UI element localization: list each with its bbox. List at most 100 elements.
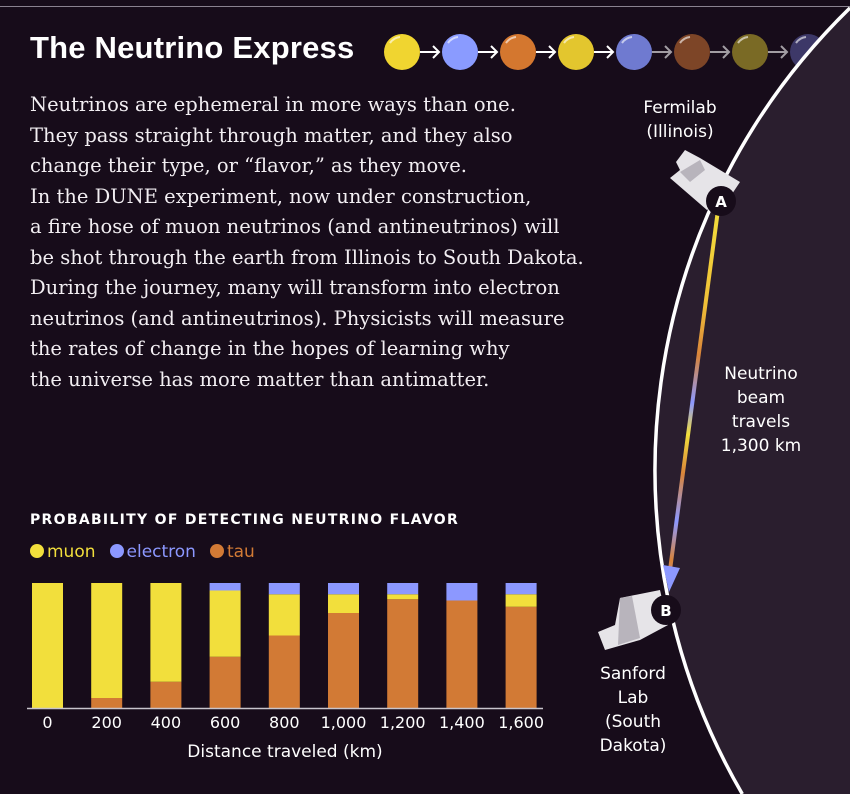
bar-electron-1,400 (446, 583, 478, 601)
sanford-detector-icon (598, 590, 668, 650)
neutrino-beam (668, 209, 720, 571)
ball-highlight (505, 36, 517, 44)
label-line: beam (736, 388, 786, 408)
bar-electron-1,000 (328, 583, 359, 595)
neutrino-ball-icon (558, 34, 594, 70)
x-tick-label: 1,600 (498, 713, 544, 732)
label-line: Lab (617, 688, 649, 708)
bar-tau-800 (268, 635, 300, 708)
body-line: the universe has more matter than antima… (30, 367, 490, 391)
ball-highlight (389, 36, 401, 44)
bar-tau-200 (91, 698, 123, 708)
neutrino-ball-icon (616, 34, 652, 70)
body-line: Neutrinos are ephemeral in more ways tha… (30, 93, 516, 116)
x-tick-label: 1,400 (439, 713, 485, 732)
bar-electron-800 (268, 583, 300, 595)
label-line: travels (731, 412, 791, 432)
neutrino-ball-icon (674, 34, 710, 70)
body-line: be shot through the earth from Illinois … (30, 245, 584, 269)
label-line: (South (604, 712, 662, 732)
arrow-right-icon (652, 45, 673, 59)
bar-muon-800 (268, 594, 300, 636)
bar-tau-1,600 (505, 606, 537, 708)
label-line: Dakota) (599, 736, 667, 756)
x-tick-label: 0 (42, 713, 52, 732)
bar-muon-400 (150, 583, 182, 682)
bar-electron-600 (209, 583, 241, 591)
arrow-right-icon (536, 45, 557, 59)
x-tick-label: 800 (269, 713, 300, 732)
point-b-label: B (660, 602, 671, 620)
arrow-right-icon (478, 45, 499, 59)
bar-tau-400 (150, 681, 182, 708)
bar-tau-600 (209, 656, 241, 708)
flavor-chain (384, 34, 850, 70)
bar-muon-0 (32, 583, 63, 708)
label-line: 1,300 km (720, 436, 802, 456)
label-line: Sanford (600, 664, 666, 684)
body-line: neutrinos (and antineutrinos). Physicist… (30, 306, 565, 330)
legend-swatch (109, 544, 124, 558)
sanford-label: Sanford Lab (South Dakota) (583, 662, 683, 758)
ball-highlight (447, 36, 459, 44)
arrow-right-icon (420, 45, 441, 59)
page-title: The Neutrino Express (30, 30, 355, 65)
label-line: Fermilab (643, 98, 717, 118)
neutrino-ball-icon (500, 34, 536, 70)
label-line: Neutrino (724, 364, 798, 384)
point-a-marker (706, 186, 736, 216)
body-line: In the DUNE experiment, now under constr… (30, 184, 532, 208)
neutrino-ball-icon (384, 34, 420, 70)
x-tick-label: 600 (210, 713, 241, 732)
legend-item-muon: muon (30, 542, 96, 562)
legend-label: tau (226, 542, 255, 562)
legend-swatch (209, 544, 224, 558)
x-tick-label: 200 (91, 713, 122, 732)
bar-muon-600 (209, 590, 241, 657)
bar-tau-1,400 (446, 600, 478, 708)
bar-muon-1,600 (505, 594, 537, 607)
earth-outline (653, 6, 850, 794)
point-b-marker (651, 595, 681, 625)
bar-tau-1,200 (387, 599, 419, 708)
bar-tau-1,000 (328, 613, 359, 708)
arrow-right-icon (768, 45, 789, 59)
top-divider (0, 6, 850, 7)
arrow-right-icon (594, 45, 615, 59)
body-line: the rates of change in the hopes of lear… (30, 337, 510, 360)
x-axis-label: Distance traveled (km) (187, 742, 382, 760)
x-tick-label: 1,000 (321, 713, 367, 732)
body-line: During the journey, many will transform … (30, 276, 560, 299)
legend-label: electron (126, 542, 196, 562)
ball-highlight (621, 36, 633, 44)
bar-electron-1,200 (387, 583, 419, 595)
neutrino-ball-icon (442, 34, 478, 70)
legend-item-tau: tau (209, 542, 255, 562)
body-line: a fire hose of muon neutrinos (and antin… (30, 215, 560, 238)
x-tick-label: 400 (151, 713, 182, 732)
ball-highlight (737, 36, 749, 44)
ball-highlight (795, 36, 807, 44)
legend-swatch (30, 544, 44, 558)
beam-distance-label: Neutrino beam travels 1,300 km (705, 362, 817, 458)
bar-muon-200 (91, 583, 123, 698)
body-line: They pass straight through matter, and t… (30, 123, 513, 147)
arrow-right-icon (710, 45, 731, 59)
bar-electron-1,600 (505, 583, 537, 595)
beam-arrowhead-icon (663, 565, 680, 592)
point-a-label: A (715, 193, 727, 211)
ball-highlight (563, 36, 575, 44)
bar-muon-1,200 (387, 594, 419, 600)
label-line: (Illinois) (646, 122, 714, 142)
ball-highlight (679, 36, 691, 44)
stacked-bar-chart: 0 200 400 600 800 1,000 1,200 1,400 1,600 Distanc… (27, 583, 544, 760)
bar-muon-1,000 (328, 594, 359, 613)
legend-label: muon (47, 542, 96, 562)
chart-title: PROBABILITY OF DETECTING NEUTRINO FLAVOR (30, 512, 460, 528)
body-line: change their type, or “flavor,” as they … (30, 154, 467, 177)
intro-text: Neutrinos are ephemeral in more ways tha… (30, 90, 650, 395)
neutrino-ball-icon (732, 34, 768, 70)
earth-surface (655, 7, 850, 794)
